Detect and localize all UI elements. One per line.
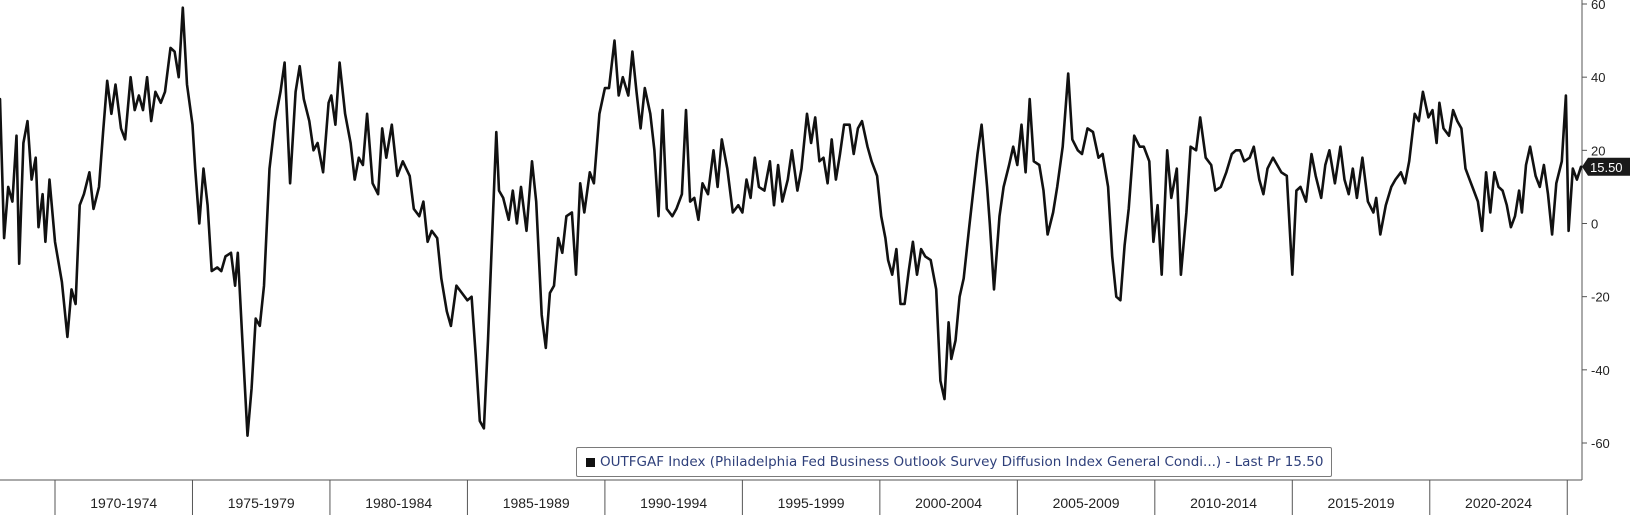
x-period-label: 2015-2019 bbox=[1328, 495, 1395, 511]
x-period-label: 2020-2024 bbox=[1465, 495, 1532, 511]
y-tick-label: 0 bbox=[1591, 217, 1598, 232]
y-tick-label: 40 bbox=[1591, 70, 1605, 85]
x-period-label: 2005-2009 bbox=[1053, 495, 1120, 511]
last-value-marker: 15.50 bbox=[1582, 157, 1630, 176]
x-period-label: 1990-1994 bbox=[640, 495, 707, 511]
legend-text: OUTFGAF Index (Philadelphia Fed Business… bbox=[600, 454, 1324, 470]
x-axis: 1970-1974 1975-1979 1980-1984 1985-1989 1990… bbox=[0, 479, 1582, 515]
y-tick-label: -20 bbox=[1591, 290, 1610, 305]
y-axis: -60 -40 -20 0 20 40 60 bbox=[1581, 0, 1610, 480]
x-period-label: 1970-1974 bbox=[90, 495, 157, 511]
x-period-label: 2010-2014 bbox=[1190, 495, 1257, 511]
y-tick-label: 60 bbox=[1591, 0, 1605, 12]
y-tick-label: 20 bbox=[1591, 143, 1605, 158]
legend: OUTFGAF Index (Philadelphia Fed Business… bbox=[576, 447, 1333, 477]
x-period-label: 1985-1989 bbox=[503, 495, 570, 511]
last-value-label: 15.50 bbox=[1590, 160, 1623, 175]
x-period-label: 2000-2004 bbox=[915, 495, 982, 511]
x-period-label: 1980-1984 bbox=[365, 495, 432, 511]
series-line bbox=[0, 6, 1583, 437]
series-layer bbox=[0, 6, 1583, 437]
legend-swatch bbox=[586, 457, 595, 467]
y-tick-label: -60 bbox=[1591, 436, 1610, 451]
x-period-label: 1975-1979 bbox=[228, 495, 295, 511]
last-value-tag bbox=[1582, 157, 1630, 176]
x-period-label: 1995-1999 bbox=[778, 495, 845, 511]
y-tick-label: -40 bbox=[1591, 363, 1610, 378]
